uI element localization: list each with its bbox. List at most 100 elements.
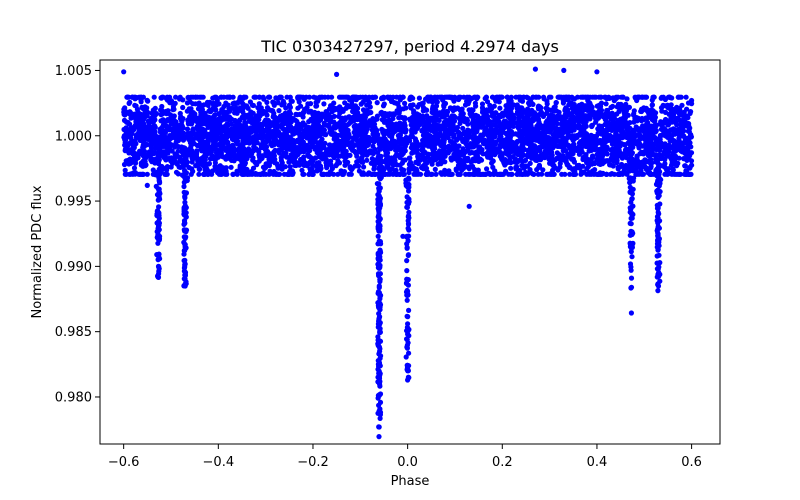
data-point xyxy=(551,135,557,141)
data-point xyxy=(578,131,584,137)
data-point xyxy=(500,157,506,163)
data-point xyxy=(670,150,676,156)
data-point xyxy=(227,117,233,123)
data-point xyxy=(606,94,612,100)
data-point xyxy=(221,94,227,100)
data-point xyxy=(465,155,471,161)
data-point xyxy=(158,107,164,113)
data-point xyxy=(477,149,483,155)
data-point xyxy=(553,130,559,136)
data-point xyxy=(459,164,466,170)
data-point xyxy=(593,171,600,177)
data-point xyxy=(394,94,400,100)
data-point xyxy=(665,122,671,128)
data-point xyxy=(364,157,370,163)
data-point xyxy=(256,126,262,132)
data-point xyxy=(287,104,293,110)
data-point xyxy=(670,143,676,149)
data-point xyxy=(361,164,367,170)
data-point xyxy=(394,171,400,177)
data-point xyxy=(370,136,376,142)
data-point xyxy=(562,111,568,118)
data-point xyxy=(540,113,547,119)
data-point xyxy=(175,148,181,154)
data-point xyxy=(374,100,380,106)
data-point xyxy=(593,117,599,124)
data-point xyxy=(244,166,250,172)
data-point xyxy=(507,134,513,140)
data-point xyxy=(391,138,397,144)
data-point xyxy=(604,150,610,156)
data-point xyxy=(131,155,137,161)
data-point xyxy=(341,122,347,128)
data-point xyxy=(312,155,318,161)
data-point xyxy=(127,109,133,115)
data-point xyxy=(546,156,553,162)
data-point xyxy=(593,94,599,100)
data-point xyxy=(652,114,658,120)
data-point xyxy=(345,94,351,100)
data-point xyxy=(628,310,635,316)
data-point xyxy=(278,155,284,161)
data-point xyxy=(348,171,354,177)
data-point xyxy=(380,94,387,100)
data-point xyxy=(432,166,438,172)
data-point xyxy=(503,146,509,152)
data-point xyxy=(503,103,509,109)
data-point xyxy=(230,94,236,100)
data-point xyxy=(569,94,575,100)
data-point xyxy=(228,164,234,170)
data-point xyxy=(571,141,577,147)
data-point xyxy=(463,130,469,136)
data-point xyxy=(333,122,339,128)
data-point xyxy=(322,94,328,100)
data-point xyxy=(248,135,254,141)
data-point xyxy=(213,121,219,127)
data-point xyxy=(362,108,368,114)
data-point xyxy=(603,101,609,107)
data-point xyxy=(136,111,142,117)
data-point xyxy=(452,142,458,148)
data-point xyxy=(669,114,675,120)
data-point xyxy=(168,164,174,170)
data-point xyxy=(360,94,366,100)
data-point xyxy=(522,128,528,134)
data-point xyxy=(275,147,282,153)
data-point xyxy=(303,132,309,138)
data-point xyxy=(122,139,128,145)
data-point xyxy=(187,151,193,157)
data-point xyxy=(663,117,669,123)
data-point xyxy=(449,106,455,112)
data-point xyxy=(170,104,176,110)
data-point xyxy=(293,111,299,117)
data-point xyxy=(395,101,401,107)
data-point xyxy=(501,124,507,130)
data-point xyxy=(504,130,510,136)
data-point xyxy=(225,102,231,108)
data-point xyxy=(389,134,395,140)
data-point xyxy=(322,131,328,137)
data-point xyxy=(558,114,564,120)
data-point xyxy=(470,163,476,170)
data-point xyxy=(258,105,264,111)
data-point xyxy=(286,109,293,115)
data-point xyxy=(590,153,596,159)
data-point xyxy=(342,100,348,106)
data-point xyxy=(297,148,303,154)
data-point xyxy=(527,109,534,115)
data-point xyxy=(360,146,366,153)
data-point xyxy=(463,171,469,177)
data-point xyxy=(668,107,674,113)
data-point xyxy=(603,121,609,127)
data-point xyxy=(216,163,222,169)
data-point xyxy=(450,122,456,128)
data-point xyxy=(638,108,645,115)
data-point xyxy=(290,159,296,165)
data-point xyxy=(277,94,283,100)
data-point xyxy=(548,124,555,131)
data-point xyxy=(287,164,293,170)
data-point xyxy=(636,94,642,100)
data-point xyxy=(676,155,682,161)
data-point xyxy=(328,104,334,110)
data-point xyxy=(563,127,569,133)
